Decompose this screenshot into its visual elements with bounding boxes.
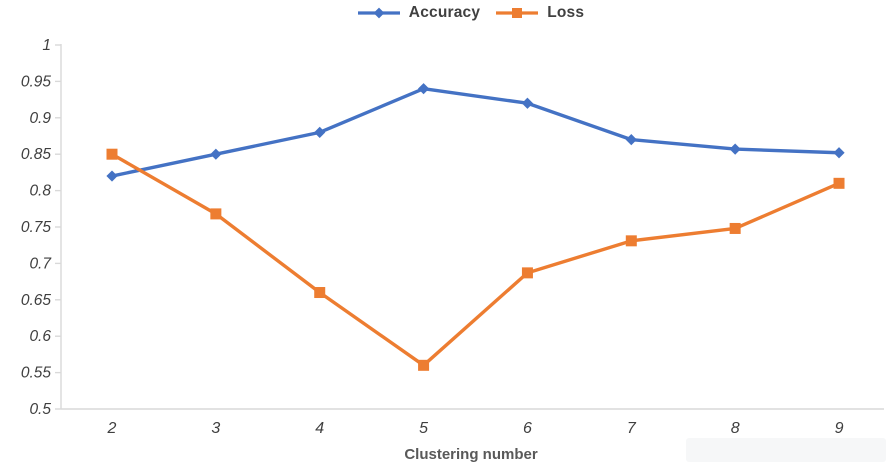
- data-point-marker: [521, 267, 533, 279]
- data-point-marker: [729, 143, 741, 155]
- series-accuracy: [106, 83, 845, 182]
- legend-label-loss: Loss: [547, 4, 585, 21]
- x-axis-title: Clustering number: [404, 446, 538, 463]
- y-tick-label: 0.75: [21, 219, 52, 236]
- axes: 1 0.95 0.9 0.85 0.8 0.75 0.7 0.65 0.6 0.55 0.5 2 3 4 5…: [21, 37, 884, 437]
- data-point-marker: [418, 359, 430, 371]
- x-tick-label: 9: [835, 420, 844, 437]
- y-tick-label: 1: [42, 37, 51, 54]
- data-point-marker: [106, 170, 118, 182]
- x-tick-label: 3: [211, 420, 220, 437]
- data-point-marker: [210, 208, 222, 220]
- x-tick-label: 4: [315, 420, 324, 437]
- data-point-marker: [314, 287, 326, 299]
- y-tick-label: 0.95: [21, 73, 52, 90]
- data-point-marker: [833, 147, 845, 159]
- accuracy-diamond-marker-icon: [357, 6, 400, 20]
- x-tick-label: 8: [731, 420, 740, 437]
- data-point-marker: [106, 148, 118, 160]
- y-tick-label: 0.7: [29, 255, 52, 272]
- y-tick-label: 0.6: [29, 328, 51, 345]
- y-tick-label: 0.85: [21, 146, 52, 163]
- data-point-marker: [417, 83, 430, 95]
- data-point-marker: [521, 97, 534, 109]
- chart-legend: Accuracy Loss: [28, 3, 886, 23]
- x-tick-label: 5: [419, 420, 428, 437]
- y-tick-label: 0.8: [29, 183, 51, 200]
- data-point-marker: [625, 235, 637, 247]
- legend-item-accuracy: Accuracy: [357, 4, 481, 22]
- series-line: [110, 86, 841, 178]
- series-loss: [106, 148, 845, 371]
- x-tick-label: 7: [627, 420, 637, 437]
- y-tick-label: 0.5: [29, 401, 51, 418]
- data-point-marker: [314, 126, 326, 138]
- data-point-marker: [833, 177, 845, 189]
- loss-square-marker-icon: [496, 6, 539, 20]
- bottom-right-overlay: [686, 438, 886, 462]
- x-tick-label: 6: [523, 420, 532, 437]
- x-tick-label: 2: [107, 420, 117, 437]
- legend-item-loss: Loss: [496, 4, 584, 22]
- data-point-marker: [625, 134, 637, 146]
- y-tick-label: 0.55: [21, 365, 52, 382]
- data-point-marker: [210, 148, 222, 160]
- legend-label-accuracy: Accuracy: [408, 4, 481, 21]
- y-tick-label: 0.9: [29, 110, 51, 127]
- series-line: [110, 152, 841, 368]
- data-point-marker: [729, 222, 741, 234]
- y-tick-label: 0.65: [21, 292, 52, 309]
